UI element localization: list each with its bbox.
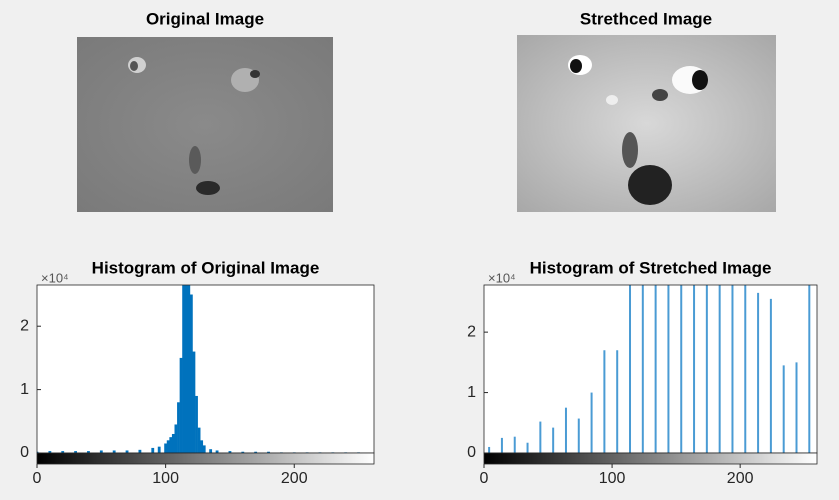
x-tick-label: 0 [480, 470, 489, 487]
bar [209, 449, 212, 453]
bar [169, 437, 172, 453]
y-tick-label: 2 [467, 323, 476, 340]
bar [151, 448, 154, 453]
gray-colorbar [37, 453, 374, 464]
y-tick-label: 2 [20, 317, 29, 334]
bar [195, 396, 198, 453]
bar [177, 402, 180, 453]
image-title: Strethced Image [580, 9, 712, 28]
gray-colorbar [484, 453, 817, 464]
plot-area [37, 285, 374, 453]
bar [175, 424, 178, 453]
bar [198, 428, 201, 453]
bar [190, 295, 193, 453]
y-tick-label: 1 [467, 384, 476, 401]
bar [138, 450, 141, 453]
histogram: ×10⁴ 0 1 2 0 100 200 Histogram of Stretched Ima… [467, 258, 817, 487]
chart-title: Histogram of Original Image [92, 258, 320, 277]
bar [172, 434, 175, 453]
bar [167, 440, 170, 453]
bar [180, 358, 183, 453]
bar [164, 443, 167, 453]
x-tick-label: 0 [33, 470, 42, 487]
bar [158, 447, 161, 453]
bar [200, 440, 203, 453]
bar [182, 263, 185, 453]
figure: Original Image Strethced Image ×10⁴ 0 1 2 0 1… [0, 0, 839, 500]
stretched-image [517, 35, 776, 212]
x-tick-label: 200 [281, 470, 308, 487]
x-tick-label: 100 [599, 470, 626, 487]
y-tick-label: 1 [20, 381, 29, 398]
image-title: Original Image [146, 9, 264, 28]
plot-area [484, 285, 817, 453]
y-exponent: ×10⁴ [41, 270, 69, 285]
bar [203, 445, 206, 453]
chart-title: Histogram of Stretched Image [530, 258, 772, 277]
y-tick-label: 0 [467, 444, 476, 461]
y-tick-label: 0 [20, 444, 29, 461]
y-exponent: ×10⁴ [488, 270, 516, 285]
x-tick-label: 100 [152, 470, 179, 487]
bar [193, 352, 196, 453]
x-tick-label: 200 [727, 470, 754, 487]
original-image [77, 37, 333, 212]
